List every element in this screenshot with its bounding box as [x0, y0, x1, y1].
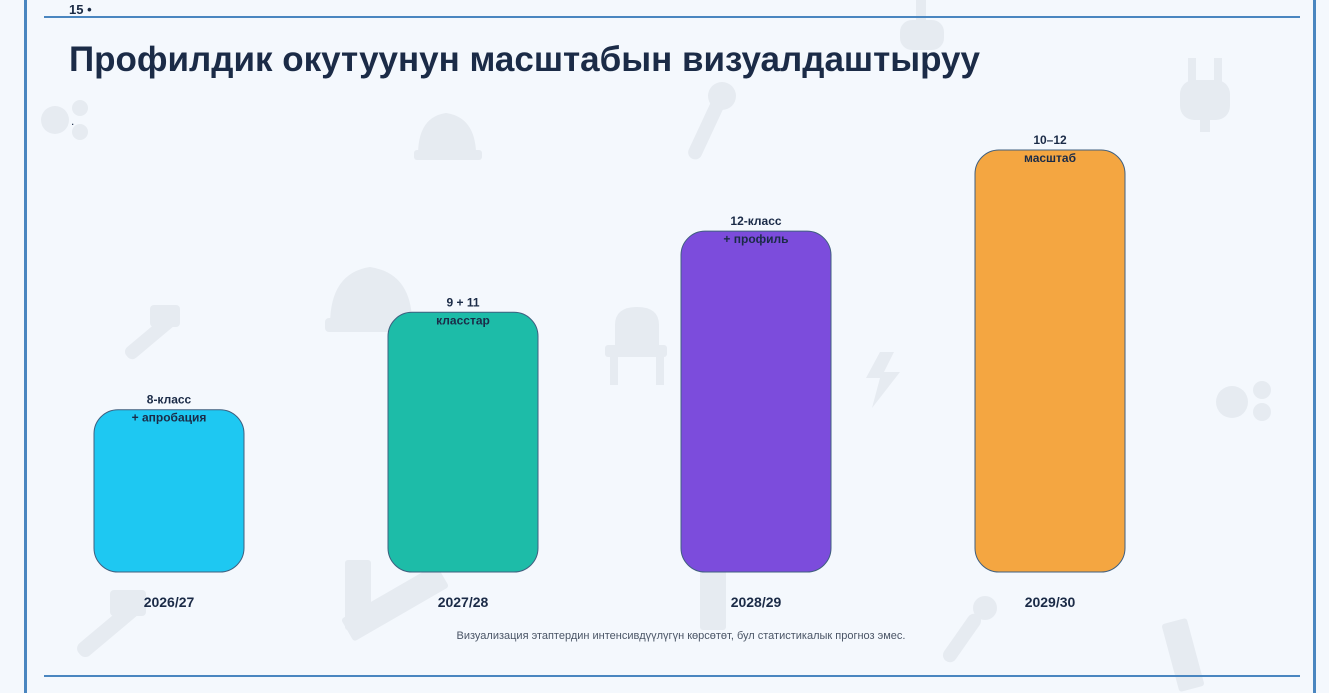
category-label: 2028/29: [731, 594, 782, 610]
bar-data-label: 9 + 11: [446, 295, 479, 309]
top-rule: [44, 16, 1300, 18]
page-title: Профилдик окутуунун масштабын визуалдашт…: [69, 40, 980, 79]
lightning-icon: [866, 352, 900, 408]
dot-marker: .: [71, 114, 75, 128]
footnote: Визуализация этаптердин интенсивдүүлүгүн…: [456, 630, 906, 642]
bar-2026/27: [93, 409, 245, 573]
bar-data-label: + профиль: [723, 232, 788, 246]
hammer-icon: [124, 305, 180, 360]
page-number: 15 •: [69, 2, 92, 17]
bar-data-label: 10–12: [1033, 133, 1067, 147]
bar-data-label: класстар: [436, 313, 490, 327]
ruler-icon: [1162, 618, 1204, 692]
bottom-rule: [44, 675, 1300, 677]
plug-icon: [1180, 58, 1230, 132]
hammer-icon: [77, 590, 146, 657]
hard-hat-icon: [414, 113, 482, 160]
bar-data-label: масштаб: [1024, 151, 1076, 165]
category-label: 2026/27: [144, 594, 195, 610]
bar-2029/30: [974, 149, 1126, 573]
bar-data-label: 8-класс: [147, 393, 192, 407]
gear-icon: [1216, 381, 1271, 421]
bar-2028/29: [680, 230, 832, 573]
ruler-icon: [700, 560, 726, 630]
ruler-icon: [341, 560, 449, 641]
gear-icon: [41, 100, 88, 140]
category-label: 2027/28: [438, 594, 489, 610]
wrench-icon: [688, 82, 736, 160]
bar-data-label: + апробация: [132, 411, 207, 425]
chair-icon: [605, 307, 667, 385]
wrench-icon: [942, 596, 997, 663]
category-label: 2029/30: [1025, 594, 1076, 610]
bar-data-label: 12-класс: [730, 214, 781, 228]
plug-icon: [900, 0, 944, 50]
bar-2027/28: [387, 311, 539, 573]
